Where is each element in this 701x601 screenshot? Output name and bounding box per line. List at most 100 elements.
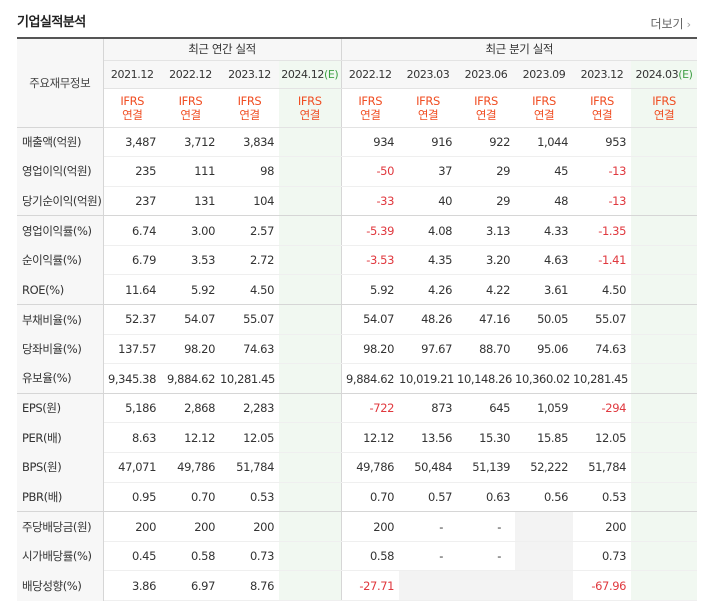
quarter-value-cell <box>399 570 458 601</box>
quarter-value-cell: 10,148.26 <box>457 363 516 394</box>
quarter-value-cell: 4.22 <box>457 274 516 306</box>
quarter-value-cell: 3.61 <box>515 274 574 306</box>
annual-value-cell: 0.73 <box>220 541 279 572</box>
quarter-value-cell <box>457 570 516 601</box>
ifrs-line2: 연결 <box>417 107 439 122</box>
more-label: 더보기 <box>650 17 684 31</box>
annual-value-cell <box>279 245 342 276</box>
ifrs-label: IFRS 연결 <box>631 88 698 128</box>
quarter-value-cell: 50,484 <box>399 452 458 483</box>
table-row: 배당성향(%) 3.86 6.97 8.76 -27.71 -67.96 <box>17 570 698 601</box>
ifrs-label: IFRS 연결 <box>573 88 632 128</box>
annual-value-cell: 200 <box>103 511 161 542</box>
row-label-header: 주요재무정보 <box>17 37 104 128</box>
table-row: 순이익률(%) 6.79 3.53 2.72 -3.53 4.35 3.20 4.63 -1.4… <box>17 245 698 276</box>
annual-value-cell: 104 <box>220 186 279 217</box>
annual-value-cell: 0.70 <box>161 482 220 513</box>
quarter-value-cell: 52,222 <box>515 452 574 483</box>
annual-value-cell: 2.72 <box>220 245 279 276</box>
annual-value-cell: 6.79 <box>103 245 161 276</box>
quarter-value-cell: -5.39 <box>340 215 400 246</box>
annual-value-cell: 6.97 <box>161 570 220 601</box>
annual-value-cell <box>279 215 342 246</box>
quarter-value-cell: 0.57 <box>399 482 458 513</box>
quarter-value-cell: 916 <box>399 127 458 158</box>
quarter-period-header: 2023.12 <box>573 60 632 89</box>
annual-value-cell: 11.64 <box>103 274 161 306</box>
annual-value-cell: 54.07 <box>161 304 220 335</box>
quarter-value-cell: 9,884.62 <box>340 363 400 394</box>
row-label: 부채비율(%) <box>17 304 104 335</box>
annual-value-cell <box>279 452 342 483</box>
quarter-value-cell: -67.96 <box>573 570 632 601</box>
quarter-period-header: 2023.03 <box>399 60 458 89</box>
ifrs-line2: 연결 <box>360 107 381 122</box>
quarter-value-cell: 3.13 <box>457 215 516 246</box>
quarter-value-cell: 10,019.21 <box>399 363 458 394</box>
quarter-value-cell: -1.35 <box>573 215 632 246</box>
row-label: 주당배당금(원) <box>17 511 104 542</box>
annual-value-cell: 3,487 <box>103 127 161 158</box>
ifrs-line2: 연결 <box>299 107 321 122</box>
quarter-value-cell <box>631 274 698 306</box>
ifrs-line1: IFRS <box>532 93 556 108</box>
ifrs-line2: 연결 <box>653 107 675 122</box>
quarter-value-cell: 49,786 <box>340 452 400 483</box>
table-row: EPS(원) 5,186 2,868 2,283 -722 873 645 1,059 -294 <box>17 393 698 424</box>
quarter-value-cell: - <box>399 541 458 572</box>
quarter-value-cell: 12.05 <box>573 422 632 454</box>
annual-value-cell: 52.37 <box>103 304 161 335</box>
quarter-value-cell <box>631 304 698 335</box>
annual-value-cell: 9,345.38 <box>103 363 161 394</box>
quarter-value-cell: 4.50 <box>573 274 632 306</box>
table-row: ROE(%) 11.64 5.92 4.50 5.92 4.26 4.22 3.61 4.50 <box>17 274 698 306</box>
annual-value-cell: 12.12 <box>161 422 220 454</box>
annual-value-cell <box>279 363 342 394</box>
ifrs-line1: IFRS <box>178 93 203 108</box>
quarter-value-cell <box>631 334 698 365</box>
annual-value-cell: 10,281.45 <box>220 363 279 394</box>
annual-value-cell: 2,868 <box>161 393 220 424</box>
annual-value-cell <box>279 274 342 306</box>
ifrs-line1: IFRS <box>590 93 614 108</box>
annual-value-cell: 0.95 <box>103 482 161 513</box>
annual-value-cell: 55.07 <box>220 304 279 335</box>
annual-value-cell <box>279 304 342 335</box>
ifrs-label: IFRS 연결 <box>161 88 220 128</box>
annual-value-cell <box>279 570 342 601</box>
annual-value-cell <box>279 422 342 454</box>
annual-value-cell: 3,834 <box>220 127 279 158</box>
row-label: 유보율(%) <box>17 363 104 394</box>
quarter-value-cell: 10,281.45 <box>573 363 632 394</box>
more-link[interactable]: 더보기 › <box>650 15 691 32</box>
table-row: 부채비율(%) 52.37 54.07 55.07 54.07 48.26 47.16 50.… <box>17 304 698 335</box>
row-label: EPS(원) <box>17 393 104 423</box>
quarter-value-cell: 13.56 <box>399 422 458 454</box>
quarter-value-cell: 4.26 <box>399 274 458 306</box>
row-label: 순이익률(%) <box>17 245 104 275</box>
annual-value-cell: 200 <box>220 511 279 542</box>
quarter-value-cell: 4.33 <box>515 215 574 246</box>
annual-value-cell: 12.05 <box>220 422 279 454</box>
ifrs-line1: IFRS <box>416 93 440 108</box>
quarter-value-cell: 12.12 <box>340 422 400 454</box>
annual-value-cell <box>279 334 342 365</box>
quarter-value-cell <box>631 156 698 187</box>
quarter-value-cell: 934 <box>340 127 400 158</box>
quarter-value-cell: 0.73 <box>573 541 632 572</box>
quarter-value-cell: 98.20 <box>340 334 400 365</box>
quarter-value-cell: 55.07 <box>573 304 632 335</box>
financial-table: 주요재무정보 최근 연간 실적 최근 분기 실적 2021.12 2022.12 2023… <box>17 37 698 601</box>
quarter-value-cell: 10,360.02 <box>515 363 574 394</box>
quarter-value-cell: 95.06 <box>515 334 574 365</box>
quarter-value-cell: 0.58 <box>340 541 400 572</box>
chevron-right-icon: › <box>686 18 691 31</box>
quarter-value-cell: -13 <box>573 186 632 217</box>
annual-value-cell: 5,186 <box>103 393 161 424</box>
table-row: 주당배당금(원) 200 200 200 200- -200 <box>17 511 698 542</box>
table-row: 유보율(%) 9,345.38 9,884.62 10,281.45 9,884.62 1… <box>17 363 698 394</box>
ifrs-line1: IFRS <box>120 93 145 108</box>
annual-value-cell: 51,784 <box>220 452 279 483</box>
annual-value-cell <box>279 156 342 187</box>
quarter-value-cell <box>631 511 698 542</box>
